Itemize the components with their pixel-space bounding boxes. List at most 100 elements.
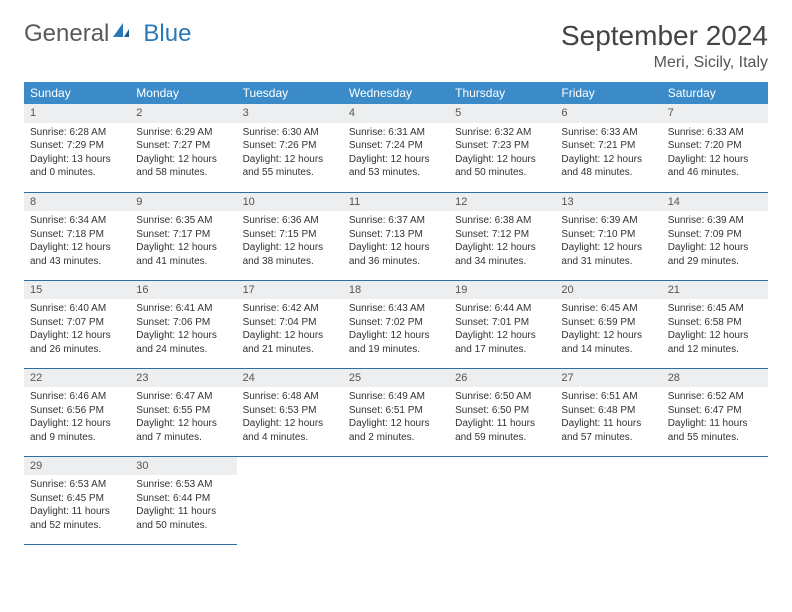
sunrise-text: Sunrise: 6:36 AM: [243, 214, 337, 228]
day-details: Sunrise: 6:51 AMSunset: 6:48 PMDaylight:…: [555, 387, 661, 448]
day-number: 10: [237, 193, 343, 212]
weekday-header-row: Sunday Monday Tuesday Wednesday Thursday…: [24, 82, 768, 104]
calendar-day-cell: 12Sunrise: 6:38 AMSunset: 7:12 PMDayligh…: [449, 192, 555, 280]
sunrise-text: Sunrise: 6:52 AM: [668, 390, 762, 404]
sunrise-text: Sunrise: 6:30 AM: [243, 126, 337, 140]
sunset-text: Sunset: 7:01 PM: [455, 316, 549, 330]
sunset-text: Sunset: 6:44 PM: [136, 492, 230, 506]
daylight-text: Daylight: 12 hours and 36 minutes.: [349, 241, 443, 268]
daylight-text: Daylight: 12 hours and 53 minutes.: [349, 153, 443, 180]
weekday-header: Saturday: [662, 82, 768, 104]
title-block: September 2024 Meri, Sicily, Italy: [561, 20, 768, 72]
daylight-text: Daylight: 12 hours and 38 minutes.: [243, 241, 337, 268]
day-number: 1: [24, 104, 130, 123]
logo: General Blue: [24, 20, 191, 48]
day-number: 14: [662, 193, 768, 212]
day-details: Sunrise: 6:36 AMSunset: 7:15 PMDaylight:…: [237, 211, 343, 272]
calendar-day-cell: 9Sunrise: 6:35 AMSunset: 7:17 PMDaylight…: [130, 192, 236, 280]
daylight-text: Daylight: 12 hours and 7 minutes.: [136, 417, 230, 444]
sunrise-text: Sunrise: 6:53 AM: [30, 478, 124, 492]
sunrise-text: Sunrise: 6:51 AM: [561, 390, 655, 404]
daylight-text: Daylight: 12 hours and 2 minutes.: [349, 417, 443, 444]
day-details: Sunrise: 6:39 AMSunset: 7:10 PMDaylight:…: [555, 211, 661, 272]
day-number: 24: [237, 369, 343, 388]
calendar-day-cell: [343, 456, 449, 544]
sunrise-text: Sunrise: 6:47 AM: [136, 390, 230, 404]
day-number: 13: [555, 193, 661, 212]
sunset-text: Sunset: 6:58 PM: [668, 316, 762, 330]
calendar-day-cell: 28Sunrise: 6:52 AMSunset: 6:47 PMDayligh…: [662, 368, 768, 456]
calendar-day-cell: 27Sunrise: 6:51 AMSunset: 6:48 PMDayligh…: [555, 368, 661, 456]
calendar-day-cell: 24Sunrise: 6:48 AMSunset: 6:53 PMDayligh…: [237, 368, 343, 456]
sunrise-text: Sunrise: 6:40 AM: [30, 302, 124, 316]
sunset-text: Sunset: 7:12 PM: [455, 228, 549, 242]
day-number: 30: [130, 457, 236, 476]
sunset-text: Sunset: 6:55 PM: [136, 404, 230, 418]
weekday-header: Wednesday: [343, 82, 449, 104]
day-number: 9: [130, 193, 236, 212]
day-number: 28: [662, 369, 768, 388]
day-number: 7: [662, 104, 768, 123]
calendar-day-cell: 26Sunrise: 6:50 AMSunset: 6:50 PMDayligh…: [449, 368, 555, 456]
day-number: 20: [555, 281, 661, 300]
day-details: Sunrise: 6:31 AMSunset: 7:24 PMDaylight:…: [343, 123, 449, 184]
sunset-text: Sunset: 7:09 PM: [668, 228, 762, 242]
daylight-text: Daylight: 12 hours and 43 minutes.: [30, 241, 124, 268]
day-number: 18: [343, 281, 449, 300]
daylight-text: Daylight: 12 hours and 24 minutes.: [136, 329, 230, 356]
sunset-text: Sunset: 7:23 PM: [455, 139, 549, 153]
calendar-day-cell: 19Sunrise: 6:44 AMSunset: 7:01 PMDayligh…: [449, 280, 555, 368]
day-details: Sunrise: 6:30 AMSunset: 7:26 PMDaylight:…: [237, 123, 343, 184]
day-details: Sunrise: 6:45 AMSunset: 6:58 PMDaylight:…: [662, 299, 768, 360]
daylight-text: Daylight: 12 hours and 50 minutes.: [455, 153, 549, 180]
day-number: 8: [24, 193, 130, 212]
sunrise-text: Sunrise: 6:45 AM: [668, 302, 762, 316]
sunset-text: Sunset: 6:48 PM: [561, 404, 655, 418]
sunrise-text: Sunrise: 6:44 AM: [455, 302, 549, 316]
logo-text-general: General: [24, 20, 109, 48]
day-number: 17: [237, 281, 343, 300]
day-details: Sunrise: 6:49 AMSunset: 6:51 PMDaylight:…: [343, 387, 449, 448]
day-details: Sunrise: 6:44 AMSunset: 7:01 PMDaylight:…: [449, 299, 555, 360]
sunrise-text: Sunrise: 6:32 AM: [455, 126, 549, 140]
daylight-text: Daylight: 12 hours and 26 minutes.: [30, 329, 124, 356]
day-details: Sunrise: 6:33 AMSunset: 7:20 PMDaylight:…: [662, 123, 768, 184]
calendar-week-row: 8Sunrise: 6:34 AMSunset: 7:18 PMDaylight…: [24, 192, 768, 280]
sunset-text: Sunset: 7:20 PM: [668, 139, 762, 153]
sunset-text: Sunset: 7:15 PM: [243, 228, 337, 242]
sunrise-text: Sunrise: 6:34 AM: [30, 214, 124, 228]
sunset-text: Sunset: 6:53 PM: [243, 404, 337, 418]
day-details: Sunrise: 6:53 AMSunset: 6:44 PMDaylight:…: [130, 475, 236, 536]
daylight-text: Daylight: 11 hours and 52 minutes.: [30, 505, 124, 532]
sunrise-text: Sunrise: 6:41 AM: [136, 302, 230, 316]
day-number: 25: [343, 369, 449, 388]
logo-text-blue: Blue: [143, 20, 191, 48]
calendar-day-cell: [237, 456, 343, 544]
day-details: Sunrise: 6:52 AMSunset: 6:47 PMDaylight:…: [662, 387, 768, 448]
calendar-week-row: 15Sunrise: 6:40 AMSunset: 7:07 PMDayligh…: [24, 280, 768, 368]
sunset-text: Sunset: 7:21 PM: [561, 139, 655, 153]
day-details: Sunrise: 6:28 AMSunset: 7:29 PMDaylight:…: [24, 123, 130, 184]
day-details: Sunrise: 6:38 AMSunset: 7:12 PMDaylight:…: [449, 211, 555, 272]
calendar-day-cell: 23Sunrise: 6:47 AMSunset: 6:55 PMDayligh…: [130, 368, 236, 456]
sunrise-text: Sunrise: 6:33 AM: [561, 126, 655, 140]
calendar-day-cell: 6Sunrise: 6:33 AMSunset: 7:21 PMDaylight…: [555, 104, 661, 192]
calendar-day-cell: 13Sunrise: 6:39 AMSunset: 7:10 PMDayligh…: [555, 192, 661, 280]
day-number: 6: [555, 104, 661, 123]
day-number: 27: [555, 369, 661, 388]
day-details: Sunrise: 6:29 AMSunset: 7:27 PMDaylight:…: [130, 123, 236, 184]
daylight-text: Daylight: 12 hours and 41 minutes.: [136, 241, 230, 268]
day-number: 2: [130, 104, 236, 123]
sunrise-text: Sunrise: 6:46 AM: [30, 390, 124, 404]
daylight-text: Daylight: 12 hours and 55 minutes.: [243, 153, 337, 180]
daylight-text: Daylight: 11 hours and 59 minutes.: [455, 417, 549, 444]
daylight-text: Daylight: 11 hours and 50 minutes.: [136, 505, 230, 532]
sunset-text: Sunset: 7:26 PM: [243, 139, 337, 153]
weekday-header: Thursday: [449, 82, 555, 104]
day-details: Sunrise: 6:43 AMSunset: 7:02 PMDaylight:…: [343, 299, 449, 360]
day-details: Sunrise: 6:35 AMSunset: 7:17 PMDaylight:…: [130, 211, 236, 272]
day-details: Sunrise: 6:46 AMSunset: 6:56 PMDaylight:…: [24, 387, 130, 448]
day-details: Sunrise: 6:33 AMSunset: 7:21 PMDaylight:…: [555, 123, 661, 184]
sunset-text: Sunset: 7:17 PM: [136, 228, 230, 242]
sunset-text: Sunset: 7:02 PM: [349, 316, 443, 330]
